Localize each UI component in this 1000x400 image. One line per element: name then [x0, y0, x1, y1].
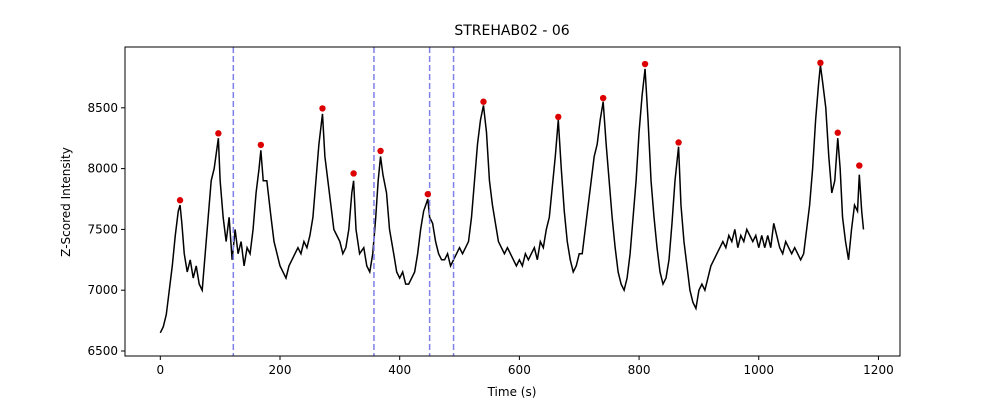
y-tick-label: 6500: [87, 344, 118, 358]
peak-marker: [424, 190, 432, 198]
trace-line: [159, 65, 865, 334]
peak-marker: [319, 105, 326, 112]
plot-frame: [124, 46, 901, 357]
y-tick-label: 8500: [87, 101, 118, 115]
peak-marker: [641, 60, 649, 68]
peak-marker: [675, 139, 682, 146]
peak-marker: [480, 98, 487, 105]
x-tick-label: 200: [269, 363, 292, 377]
peak-marker: [856, 162, 863, 169]
x-tick-label: 400: [388, 363, 411, 377]
x-tick-label: 1000: [743, 363, 774, 377]
x-tick-label: 0: [156, 363, 164, 377]
y-axis-label: Z-Scored Intensity: [59, 147, 73, 257]
x-tick-label: 800: [628, 363, 651, 377]
peak-marker: [599, 94, 607, 102]
peak-marker: [215, 130, 222, 137]
peak-marker: [555, 113, 562, 121]
peak-marker: [257, 141, 265, 149]
chart-title: STREHAB02 - 06: [454, 23, 569, 39]
x-axis-label: Time (s): [487, 385, 537, 399]
y-tick-label: 7500: [87, 222, 118, 236]
peak-marker: [817, 59, 824, 67]
y-tick-label: 7000: [87, 283, 118, 297]
x-tick-label: 1200: [863, 363, 894, 377]
peak-marker: [176, 197, 184, 204]
x-tick-label: 600: [508, 363, 531, 377]
peak-marker: [350, 170, 357, 177]
peak-marker: [834, 129, 841, 136]
y-tick-label: 8000: [87, 162, 118, 176]
peak-marker: [377, 147, 384, 155]
